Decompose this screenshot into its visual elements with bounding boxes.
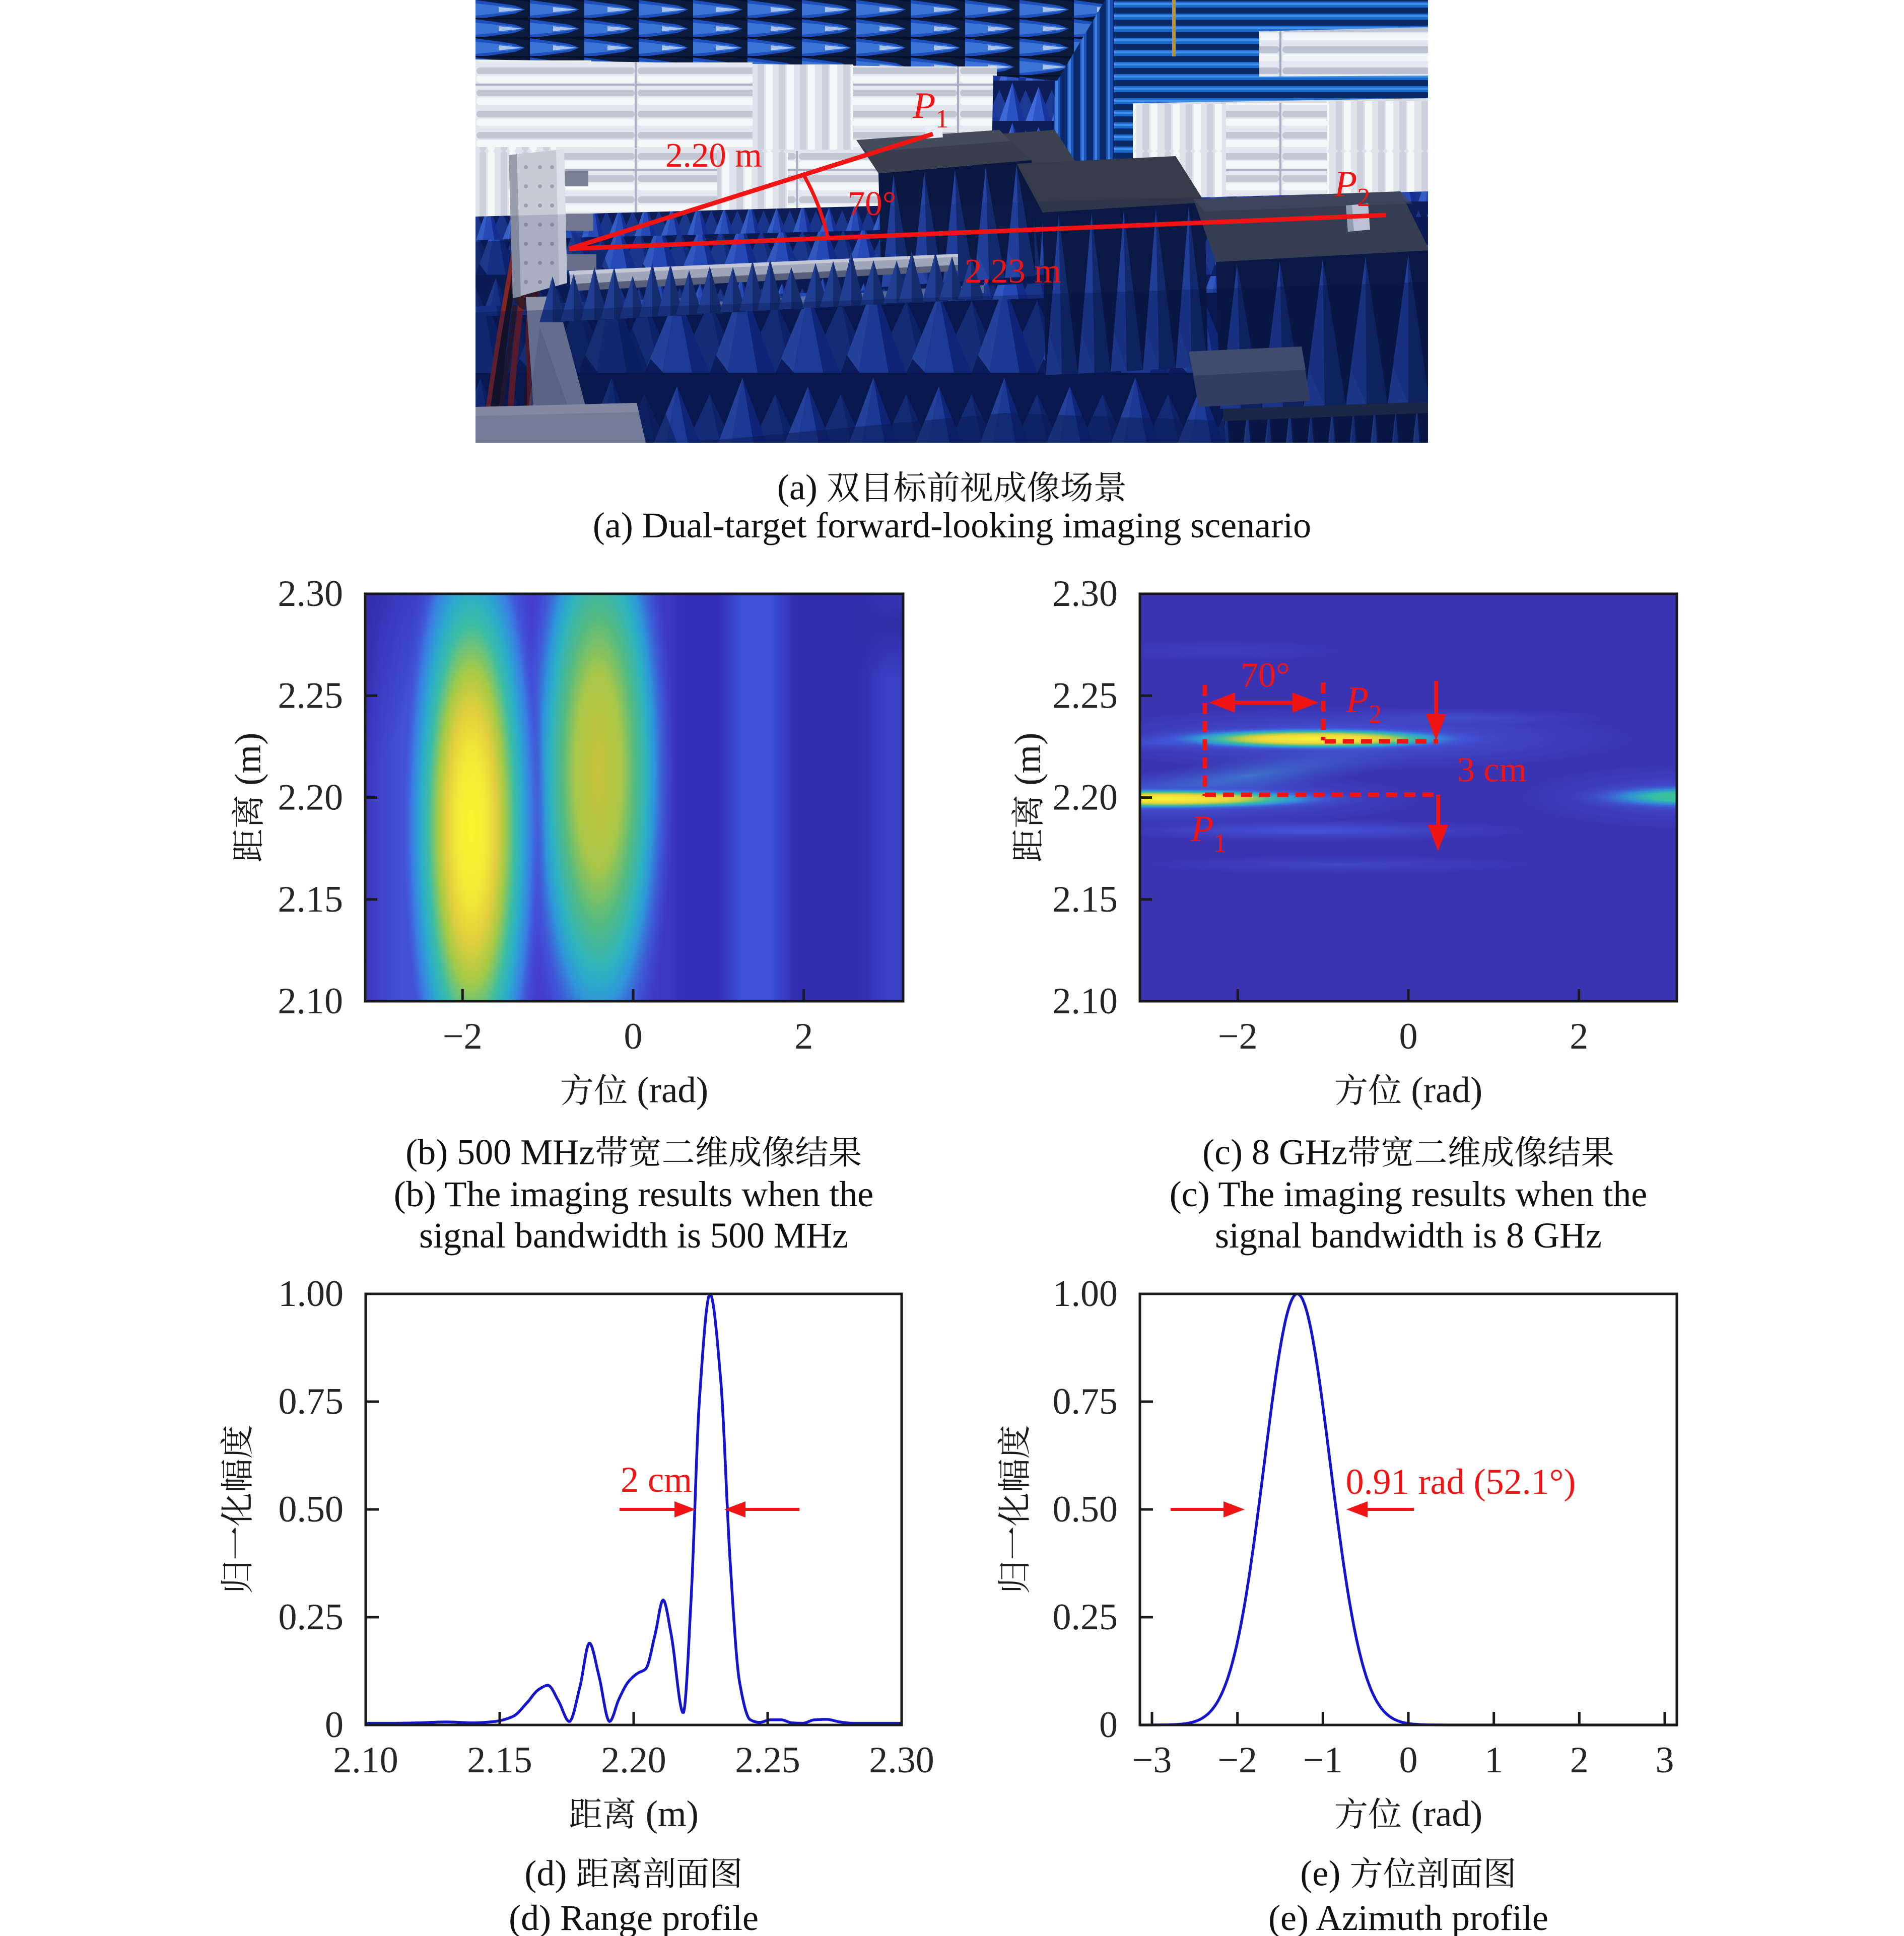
svg-text:(m): (m): [228, 732, 268, 785]
svg-text:2.10: 2.10: [333, 1740, 398, 1781]
svg-text:2.15: 2.15: [278, 879, 344, 920]
svg-text:0.25: 0.25: [279, 1597, 344, 1638]
svg-text:−3: −3: [1132, 1740, 1172, 1781]
svg-text:(d) Range profile: (d) Range profile: [509, 1898, 759, 1936]
svg-text:−2: −2: [443, 1016, 483, 1057]
svg-text:(b) 500 MHz: (b) 500 MHz: [405, 1132, 595, 1172]
svg-text:(m): (m): [646, 1793, 699, 1834]
svg-text:0: 0: [624, 1016, 643, 1057]
svg-text:1: 1: [1484, 1740, 1503, 1781]
svg-text:signal bandwidth is 8 GHz: signal bandwidth is 8 GHz: [1215, 1215, 1602, 1256]
svg-text:0.75: 0.75: [1053, 1381, 1118, 1422]
svg-text:3: 3: [1656, 1740, 1674, 1781]
svg-text:1.00: 1.00: [279, 1273, 344, 1315]
svg-text:2.20: 2.20: [278, 777, 344, 818]
svg-text:0: 0: [1399, 1740, 1418, 1781]
svg-text:2.30: 2.30: [869, 1740, 934, 1781]
svg-text:(c) The imaging results when t: (c) The imaging results when the: [1170, 1174, 1647, 1214]
svg-text:1.00: 1.00: [1053, 1273, 1118, 1315]
svg-text:2.15: 2.15: [1053, 879, 1118, 920]
svg-text:2 cm: 2 cm: [621, 1460, 692, 1500]
svg-text:(rad): (rad): [1411, 1793, 1482, 1834]
svg-text:2.20: 2.20: [1053, 777, 1118, 818]
svg-text:2: 2: [794, 1016, 813, 1057]
svg-text:signal bandwidth is 500 MHz: signal bandwidth is 500 MHz: [419, 1215, 848, 1256]
svg-text:0.50: 0.50: [1053, 1489, 1118, 1530]
svg-text:−1: −1: [1303, 1740, 1343, 1781]
svg-text:2.10: 2.10: [1053, 981, 1118, 1022]
svg-text:0.25: 0.25: [1053, 1597, 1118, 1638]
svg-text:(m): (m): [1007, 732, 1048, 785]
svg-text:2.25: 2.25: [1053, 675, 1118, 716]
svg-text:2.25: 2.25: [735, 1740, 800, 1781]
svg-text:2.20: 2.20: [601, 1740, 666, 1781]
svg-text:70°: 70°: [848, 184, 897, 223]
svg-text:2.20 m: 2.20 m: [665, 136, 762, 174]
svg-text:0.75: 0.75: [279, 1381, 344, 1422]
svg-text:−2: −2: [1218, 1016, 1258, 1057]
svg-text:(rad): (rad): [1411, 1070, 1482, 1111]
svg-text:2.23 m: 2.23 m: [965, 252, 1061, 290]
svg-text:2.30: 2.30: [1053, 573, 1118, 614]
svg-text:(b) The imaging results when t: (b) The imaging results when the: [394, 1174, 873, 1214]
svg-text:0: 0: [1099, 1704, 1118, 1746]
svg-text:(rad): (rad): [637, 1070, 708, 1111]
svg-text:(e) Azimuth profile: (e) Azimuth profile: [1268, 1898, 1548, 1936]
svg-text:0: 0: [325, 1704, 344, 1746]
svg-text:(d): (d): [524, 1853, 567, 1893]
svg-text:0: 0: [1399, 1016, 1418, 1057]
svg-text:(a) Dual-target forward-lookin: (a) Dual-target forward-looking imaging …: [593, 505, 1311, 545]
svg-text:2.30: 2.30: [278, 573, 344, 614]
svg-text:3 cm: 3 cm: [1457, 751, 1527, 790]
svg-text:70°: 70°: [1241, 656, 1290, 695]
svg-text:(e): (e): [1300, 1853, 1340, 1893]
svg-text:(c) 8 GHz: (c) 8 GHz: [1202, 1132, 1347, 1172]
svg-text:2.25: 2.25: [278, 675, 344, 716]
svg-text:0.91 rad (52.1°): 0.91 rad (52.1°): [1346, 1462, 1576, 1502]
svg-text:−2: −2: [1217, 1740, 1257, 1781]
svg-text:2.10: 2.10: [278, 981, 344, 1022]
svg-text:2: 2: [1570, 1740, 1589, 1781]
svg-text:(a): (a): [777, 467, 818, 507]
svg-text:0.50: 0.50: [279, 1489, 344, 1530]
svg-text:2: 2: [1570, 1016, 1588, 1057]
svg-text:2.15: 2.15: [467, 1740, 532, 1781]
